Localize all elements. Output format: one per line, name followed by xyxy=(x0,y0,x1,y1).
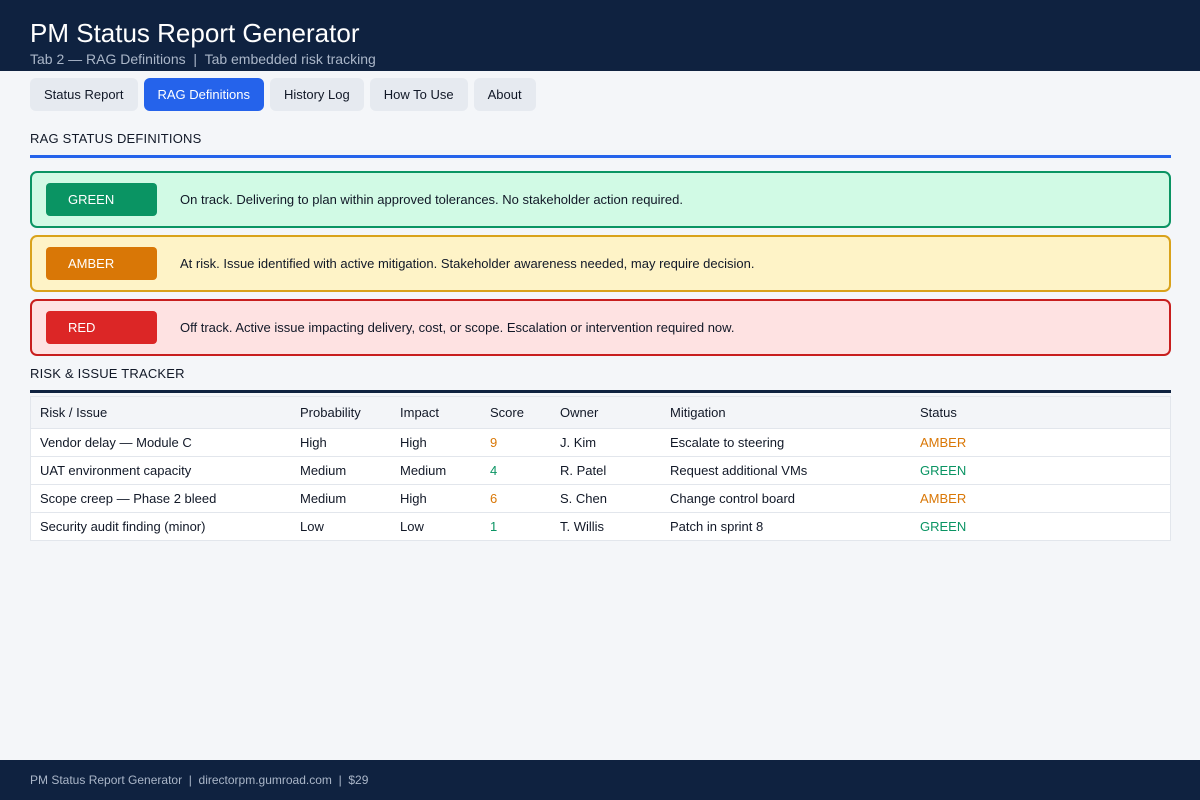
column-header-probability: Probability xyxy=(300,405,361,420)
cell-mitigation: Patch in sprint 8 xyxy=(670,519,764,534)
cell-owner: T. Willis xyxy=(560,519,605,534)
cell-probability: High xyxy=(300,435,327,450)
tracker-section-title: RISK & ISSUE TRACKER xyxy=(30,366,185,381)
cell-risk: Vendor delay — Module C xyxy=(40,435,192,450)
cell-impact: High xyxy=(400,435,427,450)
cell-score: 1 xyxy=(490,519,498,534)
table-row[interactable]: Security audit finding (minor) Low Low 1… xyxy=(31,512,1170,540)
cell-score: 6 xyxy=(490,491,498,506)
tab-bar: Status Report RAG Definitions History Lo… xyxy=(30,78,536,111)
cell-owner: R. Patel xyxy=(560,463,607,478)
cell-impact: High xyxy=(400,491,427,506)
rag-card-red: RED Off track. Active issue impacting de… xyxy=(30,299,1171,356)
cell-risk: UAT environment capacity xyxy=(40,463,192,478)
cell-owner: J. Kim xyxy=(560,435,597,450)
table-header-row: Risk / Issue Probability Impact Score Ow… xyxy=(31,397,1170,428)
rag-card-green: GREEN On track. Delivering to plan withi… xyxy=(30,171,1171,228)
column-header-status: Status xyxy=(920,405,957,420)
app-subtitle: Tab 2 — RAG Definitions | Tab embedded r… xyxy=(30,51,376,67)
tab-about[interactable]: About xyxy=(473,78,536,111)
rag-badge-red: RED xyxy=(46,311,157,344)
table-row[interactable]: Scope creep — Phase 2 bleed Medium High … xyxy=(31,484,1170,512)
tab-history-log[interactable]: History Log xyxy=(269,78,364,111)
column-header-mitigation: Mitigation xyxy=(670,405,726,420)
rag-section-divider xyxy=(30,155,1171,158)
tracker-section-divider xyxy=(30,390,1171,393)
column-header-owner: Owner xyxy=(560,405,599,420)
tab-status-report[interactable]: Status Report xyxy=(30,78,138,111)
column-header-impact: Impact xyxy=(400,405,440,420)
cell-mitigation: Request additional VMs xyxy=(670,463,808,478)
cell-probability: Medium xyxy=(300,463,347,478)
cell-mitigation: Escalate to steering xyxy=(670,435,785,450)
rag-card-amber: AMBER At risk. Issue identified with act… xyxy=(30,235,1171,292)
cell-risk: Security audit finding (minor) xyxy=(40,519,206,534)
app-footer: PM Status Report Generator | directorpm.… xyxy=(0,760,1200,800)
column-header-risk: Risk / Issue xyxy=(40,405,108,420)
footer-text: PM Status Report Generator | directorpm.… xyxy=(30,773,369,787)
app-title: PM Status Report Generator xyxy=(30,18,360,48)
rag-description-amber: At risk. Issue identified with active mi… xyxy=(180,256,755,271)
cell-owner: S. Chen xyxy=(560,491,607,506)
cell-impact: Medium xyxy=(400,463,447,478)
tab-how-to-use[interactable]: How To Use xyxy=(369,78,468,111)
cell-probability: Low xyxy=(300,519,324,534)
cell-status: AMBER xyxy=(920,491,967,506)
cell-status: GREEN xyxy=(920,463,967,478)
rag-description-red: Off track. Active issue impacting delive… xyxy=(180,320,735,335)
cell-score: 4 xyxy=(490,463,498,478)
cell-status: GREEN xyxy=(920,519,967,534)
cell-score: 9 xyxy=(490,435,498,450)
table-row[interactable]: Vendor delay — Module C High High 9 J. K… xyxy=(31,428,1170,456)
app-header: PM Status Report Generator Tab 2 — RAG D… xyxy=(0,0,1200,71)
cell-probability: Medium xyxy=(300,491,347,506)
cell-impact: Low xyxy=(400,519,424,534)
risk-tracker-table: Risk / Issue Probability Impact Score Ow… xyxy=(30,396,1171,541)
rag-badge-amber: AMBER xyxy=(46,247,157,280)
column-header-score: Score xyxy=(490,405,524,420)
rag-badge-green: GREEN xyxy=(46,183,157,216)
rag-description-green: On track. Delivering to plan within appr… xyxy=(180,192,683,207)
cell-risk: Scope creep — Phase 2 bleed xyxy=(40,491,217,506)
table-row[interactable]: UAT environment capacity Medium Medium 4… xyxy=(31,456,1170,484)
cell-status: AMBER xyxy=(920,435,967,450)
rag-section-title: RAG STATUS DEFINITIONS xyxy=(30,131,202,146)
cell-mitigation: Change control board xyxy=(670,491,796,506)
tab-rag-definitions[interactable]: RAG Definitions xyxy=(143,78,264,111)
